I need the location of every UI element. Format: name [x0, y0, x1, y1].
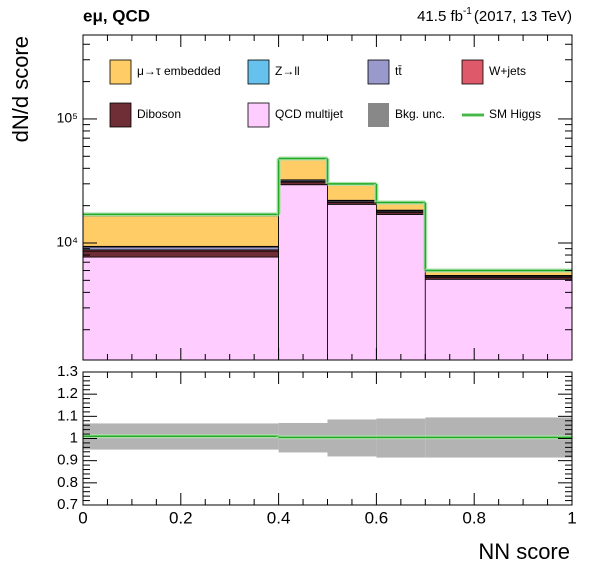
- stack-bar: [82, 250, 280, 258]
- stack-bar: [424, 278, 573, 361]
- lumi-suffix: (2017, 13 TeV): [474, 8, 572, 25]
- legend-swatch: [461, 59, 484, 85]
- stack-bar: [375, 203, 426, 211]
- stack-bar: [278, 181, 328, 186]
- x-tick-label: 0.6: [365, 508, 389, 527]
- y-tick-label: 0.8: [57, 474, 78, 491]
- y-tick-label: 1.3: [57, 363, 78, 380]
- x-tick-label: 1: [567, 508, 576, 527]
- y-tick-label: 10⁵: [57, 110, 78, 126]
- stack-bar: [327, 203, 377, 361]
- x-tick-label: 0: [78, 508, 87, 527]
- lumi: 41.5 fb-1 (2017, 13 TeV): [417, 6, 572, 25]
- legend-label: W+jets: [489, 64, 526, 78]
- legend-swatch: [247, 59, 270, 85]
- y-tick-label: 1.2: [57, 385, 78, 402]
- y-axis-label: dN/d score: [8, 36, 33, 142]
- stack-bar: [82, 256, 280, 361]
- legend-swatch: [109, 102, 132, 128]
- legend-swatch: [109, 59, 132, 85]
- chart-title: eμ, QCD: [83, 6, 150, 25]
- x-tick-label: 0.4: [267, 508, 291, 527]
- lumi-prefix: 41.5 fb: [417, 8, 463, 25]
- stack-bar: [82, 246, 280, 251]
- x-axis-label: NN score: [478, 539, 570, 564]
- y-tick-label: 1.1: [57, 407, 78, 424]
- legend-label: Diboson: [137, 107, 181, 121]
- x-tick-label: 0.2: [169, 508, 193, 527]
- legend-label: QCD multijet: [275, 107, 344, 121]
- stack-bar: [424, 271, 573, 276]
- legend-swatch: [247, 102, 270, 128]
- y-tick-label: 0.9: [57, 452, 78, 469]
- stack-bar: [375, 214, 426, 361]
- legend-swatch: [368, 103, 389, 127]
- stack-bar: [278, 159, 328, 181]
- legend-label: Z→ll: [275, 64, 300, 78]
- lumi-exponent: -1: [463, 6, 472, 17]
- x-tick-label: 0.8: [462, 508, 486, 527]
- stack-bar: [327, 184, 377, 201]
- legend-label: μ→τ embedded: [137, 64, 221, 78]
- y-tick-label: 0.7: [57, 496, 78, 513]
- y-tick-label: 1: [70, 429, 78, 446]
- legend-label: tt̄: [395, 64, 402, 78]
- stack-bar: [278, 184, 328, 361]
- y-tick-label: 10⁴: [56, 234, 78, 250]
- legend-label: Bkg. unc.: [395, 107, 445, 121]
- legend-swatch: [367, 59, 390, 85]
- legend-label: SM Higgs: [489, 107, 541, 121]
- stack-bar: [82, 215, 280, 247]
